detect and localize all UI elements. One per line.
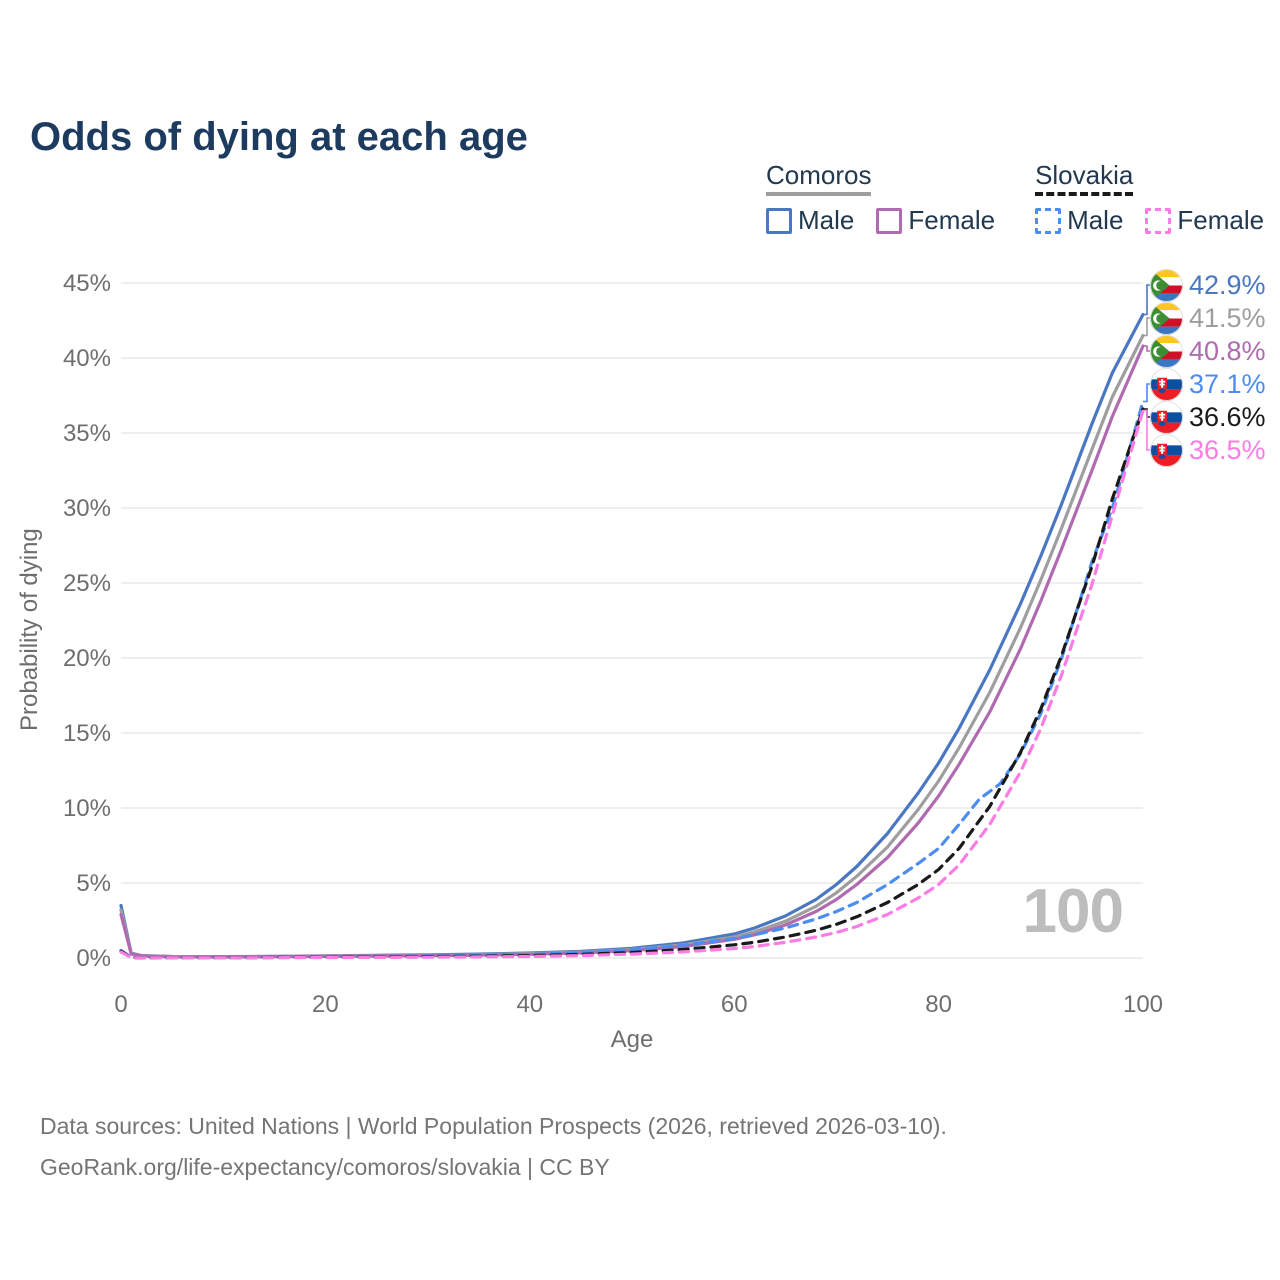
legend-item-slovakia-female[interactable]: Female	[1145, 205, 1264, 236]
y-tick-label: 10%	[63, 795, 111, 822]
footer-data-sources: Data sources: United Nations | World Pop…	[40, 1113, 947, 1139]
end-label-comoros-female: 40.8%	[1150, 334, 1266, 368]
slovakia-male-swatch-icon	[1035, 207, 1062, 234]
slovakia-female-swatch-icon	[1145, 207, 1172, 234]
footer: Data sources: United Nations | World Pop…	[40, 1106, 947, 1188]
y-tick-label: 20%	[63, 645, 111, 672]
slovakia-flag-icon	[1150, 367, 1183, 401]
legend-heading-comoros[interactable]: Comoros	[766, 160, 872, 196]
comoros-flag-icon	[1150, 268, 1183, 302]
comoros-flag-icon	[1150, 301, 1183, 335]
legend-group-comoros: Comoros Male Female	[766, 160, 995, 236]
y-tick-label: 5%	[76, 870, 111, 897]
legend-items-slovakia: Male Female	[1035, 205, 1264, 236]
series-line-comoros-both[interactable]	[119, 333, 1145, 959]
series-line-comoros-female[interactable]	[119, 344, 1145, 959]
end-label-connector	[1143, 345, 1151, 352]
legend-group-slovakia: Slovakia Male Female	[1035, 160, 1264, 236]
legend-item-comoros-female[interactable]: Female	[876, 205, 995, 236]
y-tick-label: 35%	[63, 420, 111, 447]
legend-items-comoros: Male Female	[766, 205, 995, 236]
series-line-comoros-male[interactable]	[119, 312, 1145, 959]
legend-heading-slovakia[interactable]: Slovakia	[1035, 160, 1134, 196]
x-tick-label: 0	[114, 991, 127, 1018]
series-line-slovakia-female[interactable]	[119, 408, 1145, 960]
legend-item-label: Female	[1177, 205, 1265, 235]
legend-item-slovakia-male[interactable]: Male	[1035, 205, 1123, 236]
end-label-value: 41.5%	[1189, 302, 1266, 333]
legend-item-label: Female	[908, 205, 996, 235]
x-tick-label: 60	[721, 991, 748, 1018]
y-tick-label: 30%	[63, 495, 111, 522]
end-label-connector	[1143, 409, 1151, 451]
series-line-slovakia-male[interactable]	[119, 399, 1145, 960]
end-label-value: 37.1%	[1189, 368, 1266, 399]
page-title: Odds of dying at each age	[30, 114, 528, 159]
legend-item-label: Male	[1067, 205, 1124, 235]
end-label-slovakia-male: 37.1%	[1150, 367, 1266, 401]
comoros-female-swatch-icon	[876, 207, 903, 234]
y-tick-label: 15%	[63, 720, 111, 747]
end-label-value: 36.6%	[1189, 401, 1266, 432]
end-label-value: 42.9%	[1189, 269, 1266, 300]
end-label-value: 36.5%	[1189, 434, 1266, 465]
legend-item-label: Male	[798, 205, 855, 235]
x-axis-title: Age	[610, 1026, 654, 1053]
x-tick-label: 80	[925, 991, 952, 1018]
y-tick-label: 40%	[63, 345, 111, 372]
comoros-male-swatch-icon	[766, 207, 792, 234]
y-tick-label: 25%	[63, 570, 111, 597]
x-tick-label: 40	[516, 991, 543, 1018]
comoros-flag-icon	[1150, 334, 1183, 368]
end-label-connector	[1143, 383, 1151, 403]
end-label-slovakia-both: 36.6%	[1150, 400, 1266, 434]
legend-item-comoros-male[interactable]: Male	[766, 205, 854, 236]
end-label-comoros-both: 41.5%	[1150, 301, 1266, 335]
age-counter-watermark: 100	[1022, 877, 1124, 946]
end-label-comoros-male: 42.9%	[1150, 268, 1266, 302]
footer-attribution: GeoRank.org/life-expectancy/comoros/slov…	[40, 1154, 610, 1180]
slovakia-flag-icon	[1150, 433, 1183, 467]
end-label-connector	[1143, 317, 1151, 337]
y-tick-label: 45%	[63, 270, 111, 297]
y-tick-label: 0%	[76, 945, 111, 972]
x-tick-label: 20	[312, 991, 339, 1018]
series-line-slovakia-both[interactable]	[119, 407, 1145, 960]
slovakia-flag-icon	[1150, 400, 1183, 434]
legend: Comoros Male Female Slovakia Male	[766, 160, 1264, 236]
end-label-value: 40.8%	[1189, 335, 1266, 366]
x-tick-label: 100	[1123, 991, 1163, 1018]
end-label-connector	[1143, 284, 1151, 316]
end-label-slovakia-female: 36.5%	[1150, 433, 1266, 467]
